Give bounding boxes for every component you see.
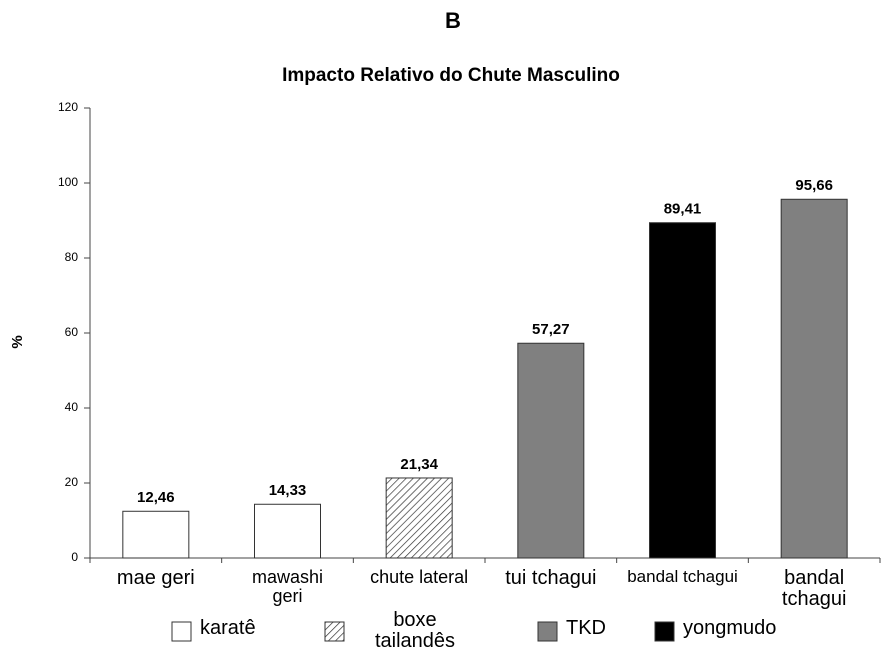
x-tick-label: bandal tchagui xyxy=(627,567,738,586)
x-tick-label: bandal tchagui xyxy=(781,567,847,610)
bar xyxy=(254,503,321,559)
x-tick-label: mae geri xyxy=(116,567,195,589)
bar xyxy=(385,477,453,559)
y-tick-label: 60 xyxy=(65,325,79,339)
legend-swatch xyxy=(171,621,192,642)
legend-label: boxe tailandês xyxy=(374,609,456,652)
x-tick-label: chute lateral xyxy=(370,567,469,587)
bar xyxy=(122,510,190,559)
y-tick-label: 0 xyxy=(71,550,78,564)
bar xyxy=(517,342,585,559)
value-label: 14,33 xyxy=(269,482,307,499)
value-label: 21,34 xyxy=(400,456,438,473)
y-tick-label: 80 xyxy=(65,250,79,264)
legend-label: yongmudo xyxy=(683,617,777,639)
x-tick-label: tui tchagui xyxy=(505,567,597,589)
legend-swatch xyxy=(654,621,675,642)
legend-swatch xyxy=(537,621,558,642)
legend-label: karatê xyxy=(200,617,256,639)
bar xyxy=(649,222,716,559)
bar xyxy=(780,198,848,559)
chart-title: Impacto Relativo do Chute Masculino xyxy=(282,65,620,86)
value-label: 57,27 xyxy=(532,321,570,338)
legend-swatch xyxy=(324,621,345,642)
value-label: 12,46 xyxy=(137,489,175,506)
y-tick-label: 40 xyxy=(65,400,79,414)
x-tick-label: mawashi geri xyxy=(251,567,324,606)
value-label: 95,66 xyxy=(795,177,833,194)
y-tick-label: 120 xyxy=(58,100,78,114)
y-tick-label: 100 xyxy=(58,175,78,189)
value-label: 89,41 xyxy=(664,201,702,218)
y-tick-label: 20 xyxy=(65,475,79,489)
legend-label: TKD xyxy=(566,617,606,639)
panel-label: B xyxy=(445,8,461,33)
y-axis-label: % xyxy=(9,335,26,348)
